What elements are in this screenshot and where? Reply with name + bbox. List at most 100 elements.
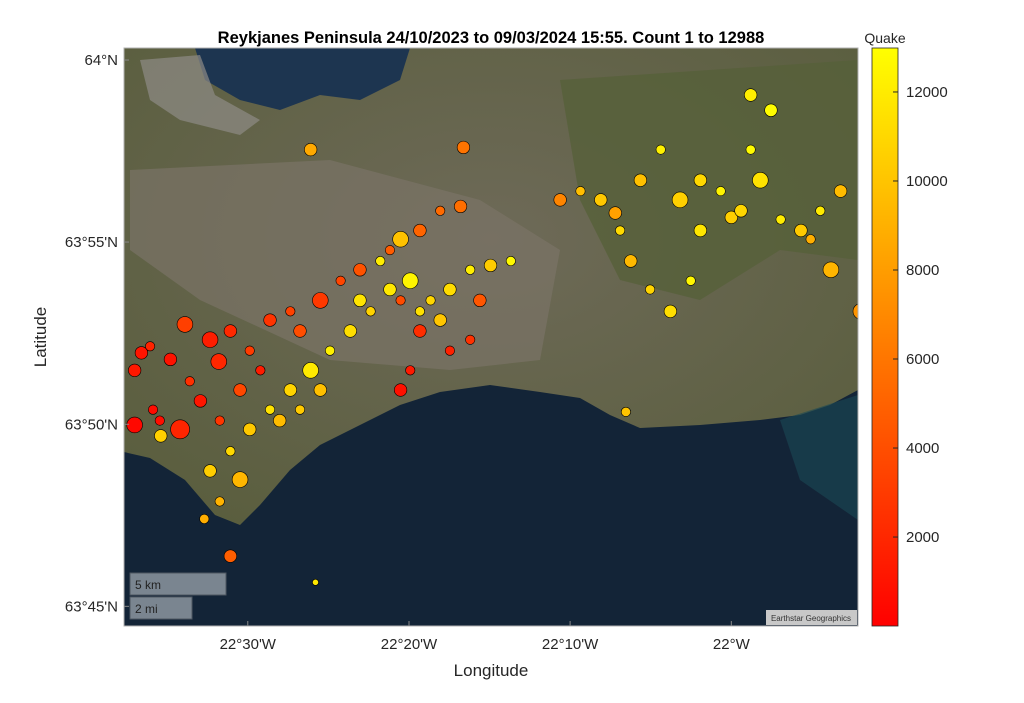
quake-point bbox=[435, 205, 446, 216]
quake-point bbox=[724, 210, 738, 224]
bay bbox=[195, 48, 410, 110]
y-axis-label: Latitude bbox=[31, 307, 50, 368]
y-tick-label: 63°45'N bbox=[65, 598, 118, 615]
x-tick-label: 22°10'W bbox=[542, 636, 599, 653]
y-tick-label: 63°55'N bbox=[65, 234, 118, 251]
quake-point bbox=[231, 471, 249, 488]
quake-point bbox=[744, 88, 758, 102]
quake-point bbox=[384, 245, 395, 256]
quake-point bbox=[575, 186, 586, 197]
quake-point bbox=[293, 324, 307, 338]
quake-point bbox=[223, 324, 237, 338]
attribution[interactable]: Earthstar Geographics bbox=[771, 614, 851, 623]
quake-point bbox=[685, 275, 696, 286]
quake-point bbox=[794, 223, 808, 238]
colorbar-gradient bbox=[871, 47, 899, 627]
quake-point bbox=[285, 306, 296, 317]
quake-point bbox=[244, 345, 255, 356]
scale-bar: 5 km 2 mi bbox=[129, 572, 227, 620]
quake-point bbox=[505, 256, 516, 267]
quake-point bbox=[473, 293, 487, 307]
quake-point bbox=[214, 415, 225, 426]
quake-point bbox=[375, 256, 386, 267]
quake-point bbox=[383, 282, 397, 297]
scale-bar-mi: 2 mi bbox=[135, 602, 158, 616]
x-tick-labels: 22°30'W 22°20'W 22°10'W 22°W bbox=[220, 621, 751, 653]
colorbar-tick-label: 2000 bbox=[906, 529, 939, 546]
quake-point bbox=[365, 306, 376, 317]
quake-point bbox=[465, 334, 476, 345]
quake-point bbox=[295, 404, 306, 415]
quake-point bbox=[393, 383, 408, 397]
chart-title: Reykjanes Peninsula 24/10/2023 to 09/03/… bbox=[218, 29, 765, 47]
scale-bar-km: 5 km bbox=[135, 578, 161, 592]
quake-point bbox=[671, 191, 689, 209]
y-tick-labels: 64°N 63°55'N 63°50'N 63°45'N bbox=[65, 52, 129, 615]
quake-point bbox=[608, 206, 622, 220]
quake-point bbox=[745, 144, 756, 155]
quake-point bbox=[433, 313, 447, 327]
quake-point bbox=[395, 295, 406, 306]
quake-point bbox=[353, 293, 367, 307]
quake-point bbox=[775, 214, 786, 225]
quake-point bbox=[170, 419, 190, 440]
quake-point bbox=[304, 143, 318, 157]
quake-point bbox=[693, 173, 707, 187]
colorbar-ticks: 2000 4000 6000 8000 10000 12000 bbox=[893, 84, 948, 546]
quake-point bbox=[225, 446, 236, 457]
quake-point bbox=[145, 341, 156, 352]
quake-point bbox=[715, 186, 726, 197]
quake-point bbox=[154, 415, 165, 426]
quake-point bbox=[126, 416, 143, 434]
quake-point bbox=[343, 324, 357, 338]
quake-point bbox=[223, 549, 237, 563]
quake-point bbox=[624, 254, 638, 268]
quake-point bbox=[201, 331, 219, 348]
quake-point bbox=[456, 140, 471, 155]
quake-point bbox=[210, 353, 227, 370]
quake-point bbox=[805, 234, 816, 245]
quake-point bbox=[128, 363, 142, 377]
quake-point bbox=[645, 284, 656, 295]
quake-points bbox=[126, 88, 858, 586]
quake-point bbox=[392, 231, 409, 248]
green-highland bbox=[560, 60, 858, 300]
quake-point bbox=[199, 513, 210, 524]
map-frame bbox=[123, 47, 859, 627]
quake-point bbox=[822, 261, 840, 279]
quake-point bbox=[273, 413, 287, 428]
quake-point bbox=[405, 365, 416, 376]
quake-point bbox=[255, 365, 266, 376]
quake-point bbox=[615, 225, 626, 236]
coastal-shelf bbox=[780, 395, 858, 520]
quake-point bbox=[764, 103, 778, 117]
quake-point bbox=[176, 316, 194, 333]
quake-point bbox=[134, 346, 149, 360]
quake-point bbox=[263, 313, 277, 327]
y-tick-label: 63°50'N bbox=[65, 416, 118, 433]
town bbox=[140, 55, 260, 135]
x-axis-label: Longitude bbox=[454, 661, 529, 680]
quake-point bbox=[414, 306, 425, 317]
quake-point bbox=[193, 394, 207, 408]
quake-point bbox=[148, 404, 159, 415]
quake-point bbox=[335, 275, 346, 286]
colorbar: Quake 2000 4000 6000 8000 10000 12000 bbox=[864, 30, 948, 627]
x-tick-label: 22°30'W bbox=[220, 636, 277, 653]
y-tick-label: 64°N bbox=[84, 52, 118, 69]
map-axes[interactable]: 5 km 2 mi Earthstar Geographics bbox=[124, 48, 869, 626]
quake-point bbox=[302, 362, 319, 379]
quake-point bbox=[203, 464, 217, 478]
quake-point bbox=[655, 144, 666, 155]
quake-point bbox=[444, 345, 455, 356]
quake-point bbox=[553, 193, 567, 207]
quake-point bbox=[324, 345, 335, 356]
quake-point bbox=[313, 383, 327, 397]
colorbar-label: Quake bbox=[864, 30, 905, 46]
colorbar-tick-label: 8000 bbox=[906, 262, 939, 279]
quake-point bbox=[693, 223, 707, 238]
quake-point bbox=[633, 173, 648, 187]
quake-point bbox=[752, 172, 769, 189]
quake-point bbox=[243, 422, 257, 436]
